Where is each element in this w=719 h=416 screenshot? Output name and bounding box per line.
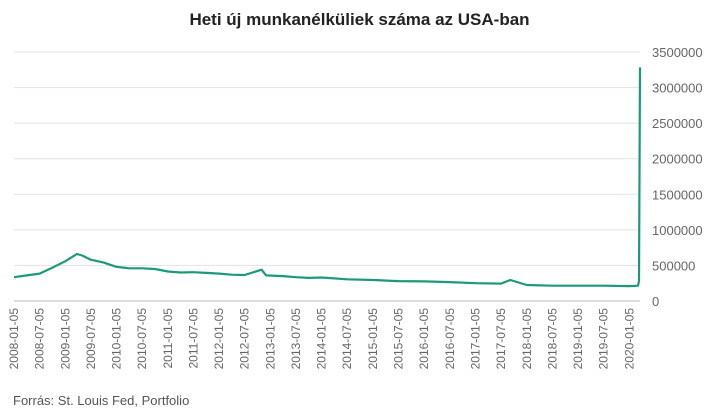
x-tick-label: 2012-07-05 — [238, 308, 252, 370]
x-tick-label: 2016-07-05 — [443, 308, 457, 370]
x-tick-label: 2019-01-05 — [571, 308, 585, 370]
x-tick-label: 2010-01-05 — [110, 308, 124, 370]
gridlines — [14, 51, 640, 302]
x-tick-label: 2018-01-05 — [520, 308, 534, 370]
y-tick-label: 0 — [652, 294, 659, 309]
y-axis: 0 500000 1000000 1500000 2000000 2500000 30000… — [652, 45, 703, 309]
series-layer — [13, 67, 642, 288]
x-tick-label: 2017-07-05 — [494, 308, 508, 370]
x-tick-label: 2014-07-05 — [340, 308, 354, 370]
x-tick-label: 2013-07-05 — [289, 308, 303, 370]
x-tick-label: 2011-01-05 — [161, 308, 175, 369]
x-tick-label: 2015-07-05 — [391, 308, 405, 370]
x-tick-label: 2017-01-05 — [469, 308, 483, 370]
x-tick-label: 2019-07-05 — [596, 308, 610, 370]
x-tick-label: 2010-07-05 — [135, 308, 149, 370]
y-tick-label: 2500000 — [652, 116, 703, 131]
x-tick-label: 2018-07-05 — [545, 308, 559, 370]
x-tick-label: 2012-01-05 — [212, 308, 226, 370]
y-tick-label: 1000000 — [652, 223, 703, 238]
x-tick-label: 2009-01-05 — [58, 308, 72, 370]
y-tick-label: 1500000 — [652, 187, 703, 202]
x-tick-label: 2013-01-05 — [263, 308, 277, 370]
chart-title: Heti új munkanélküliek száma az USA-ban — [189, 10, 530, 29]
source-note: Forrás: St. Louis Fed, Portfolio — [13, 393, 190, 408]
x-axis: 2008-01-05 2008-07-05 2009-01-05 2009-07-05… — [7, 308, 636, 370]
x-tick-label: 2009-07-05 — [84, 308, 98, 370]
x-tick-label: 2020-01-05 — [622, 308, 636, 370]
x-tick-label: 2008-07-05 — [33, 308, 47, 370]
x-tick-label: 2008-01-05 — [7, 308, 21, 370]
y-tick-label: 500000 — [652, 258, 695, 273]
x-tick-label: 2011-07-05 — [186, 308, 200, 369]
x-tick-label: 2015-01-05 — [366, 308, 380, 370]
y-tick-label: 2000000 — [652, 152, 703, 167]
y-tick-label: 3500000 — [652, 45, 703, 60]
series-line — [13, 67, 642, 288]
x-tick-label: 2016-01-05 — [417, 308, 431, 370]
x-tick-label: 2014-01-05 — [315, 308, 329, 370]
y-tick-label: 3000000 — [652, 81, 703, 96]
